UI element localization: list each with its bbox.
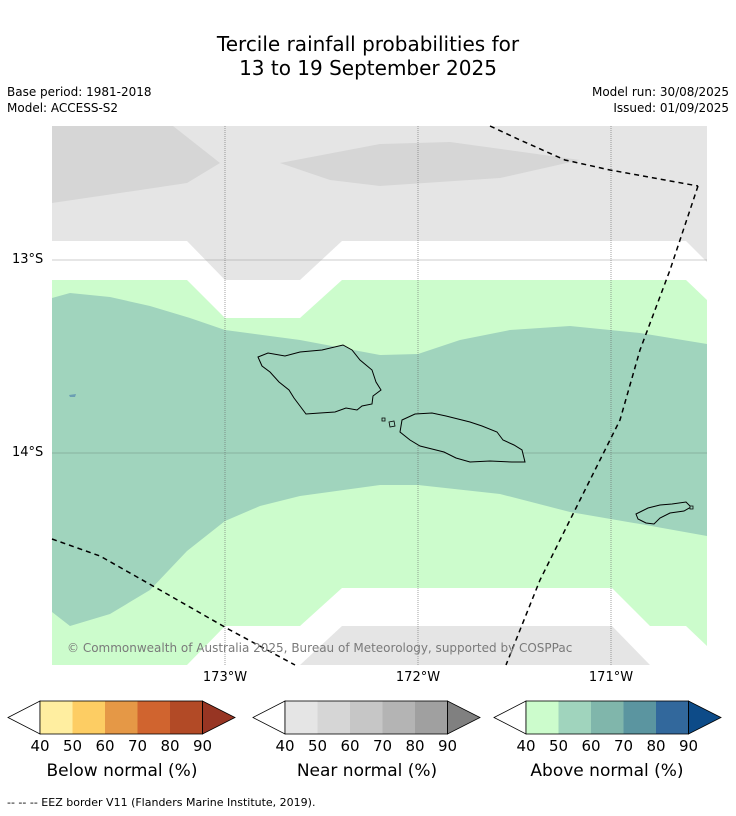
lon-label-172w: 172°W: [395, 670, 441, 685]
eez-border-east: [505, 185, 699, 666]
map-title: Tercile rainfall probabilities for 13 to…: [0, 32, 736, 80]
below-normal-swatch-40: [40, 701, 73, 734]
copyright-notice: © Commonwealth of Australia 2025, Bureau…: [67, 641, 573, 655]
above-normal-swatch-80: [656, 701, 689, 734]
lat-label-13s: 13°S: [12, 252, 44, 267]
near-normal-tick: 40: [275, 737, 295, 755]
near-normal-tick: 60: [340, 737, 360, 755]
above-normal-swatch-60: [591, 701, 624, 734]
tutuila-island: [635, 501, 692, 525]
above-normal-tick: 70: [613, 737, 634, 755]
above-normal-max-arrow: [688, 700, 722, 735]
above-normal-swatch-40: [526, 701, 559, 734]
near-normal-tick: 80: [405, 737, 425, 755]
model-name: Model: ACCESS-S2: [7, 101, 119, 115]
above-normal-swatch-50: [558, 701, 591, 734]
savaii-island: [257, 344, 382, 415]
below-normal-tick: 40: [30, 737, 50, 755]
below-normal-tick: 70: [127, 737, 148, 755]
below-normal-tick: 80: [160, 737, 180, 755]
near-normal-50-patch-left: [52, 126, 220, 203]
colorbars: [7, 700, 722, 735]
near-normal-swatch-40: [285, 701, 318, 734]
near-normal-title: Near normal (%): [296, 761, 438, 781]
manono-island: [388, 420, 396, 428]
near-normal-tick: 50: [307, 737, 328, 755]
above-normal-tick: 50: [548, 737, 569, 755]
near-normal-swatch-80: [415, 701, 448, 734]
map-panel: [51, 125, 707, 666]
near-normal-swatch-70: [382, 701, 415, 734]
lon-label-173w: 173°W: [202, 670, 248, 685]
above-normal-50-region: [52, 293, 707, 626]
near-normal-min-arrow: [252, 700, 286, 735]
colorbar-near-normal: [252, 700, 481, 735]
near-normal-swatch-50: [317, 701, 350, 734]
near-normal-region-bottom: [300, 626, 650, 665]
eez-footnote: -- -- -- EEZ border V11 (Flanders Marine…: [7, 796, 316, 809]
near-normal-tick: 70: [372, 737, 393, 755]
rose-reef-marker: [69, 394, 76, 397]
below-normal-swatch-60: [105, 701, 138, 734]
eez-border-southwest: [51, 538, 296, 666]
above-normal-tick: 90: [678, 737, 699, 755]
near-normal-max-arrow: [447, 700, 481, 735]
eez-border-north: [489, 125, 699, 187]
lon-label-171w: 171°W: [588, 670, 634, 685]
title-line-1: Tercile rainfall probabilities for: [216, 32, 520, 56]
below-normal-swatch-50: [72, 701, 105, 734]
below-normal-title: Below normal (%): [46, 761, 198, 781]
model-run: Model run: 30/08/2025: [591, 85, 729, 99]
meta-left: Base period: 1981-2018 Model: ACCESS-S2: [7, 84, 152, 116]
below-normal-min-arrow: [7, 700, 41, 735]
issued-date: Issued: 01/09/2025: [613, 101, 729, 115]
upolu-island: [399, 412, 526, 463]
colorbar-above-normal: [493, 700, 722, 735]
above-normal-min-arrow: [493, 700, 527, 735]
above-normal-tick: 40: [516, 737, 536, 755]
below-normal-swatch-80: [170, 701, 203, 734]
near-normal-tick: 90: [437, 737, 458, 755]
below-normal-swatch-70: [137, 701, 170, 734]
above-normal-tick: 60: [581, 737, 601, 755]
below-normal-max-arrow: [202, 700, 236, 735]
above-normal-swatch-70: [623, 701, 656, 734]
above-normal-title: Above normal (%): [530, 761, 684, 781]
below-normal-tick: 90: [192, 737, 213, 755]
base-period: Base period: 1981-2018: [7, 85, 152, 99]
lat-label-14s: 14°S: [12, 445, 44, 460]
near-normal-swatch-60: [350, 701, 383, 734]
near-normal-50-patch-center: [280, 142, 580, 186]
below-normal-tick: 50: [62, 737, 83, 755]
aunuu-island: [689, 505, 694, 510]
above-normal-tick: 80: [646, 737, 666, 755]
title-line-2: 13 to 19 September 2025: [239, 56, 497, 80]
apolima-island: [381, 417, 386, 422]
colorbar-below-normal: [7, 700, 236, 735]
meta-right: Model run: 30/08/2025 Issued: 01/09/2025: [592, 84, 729, 116]
below-normal-tick: 60: [95, 737, 115, 755]
